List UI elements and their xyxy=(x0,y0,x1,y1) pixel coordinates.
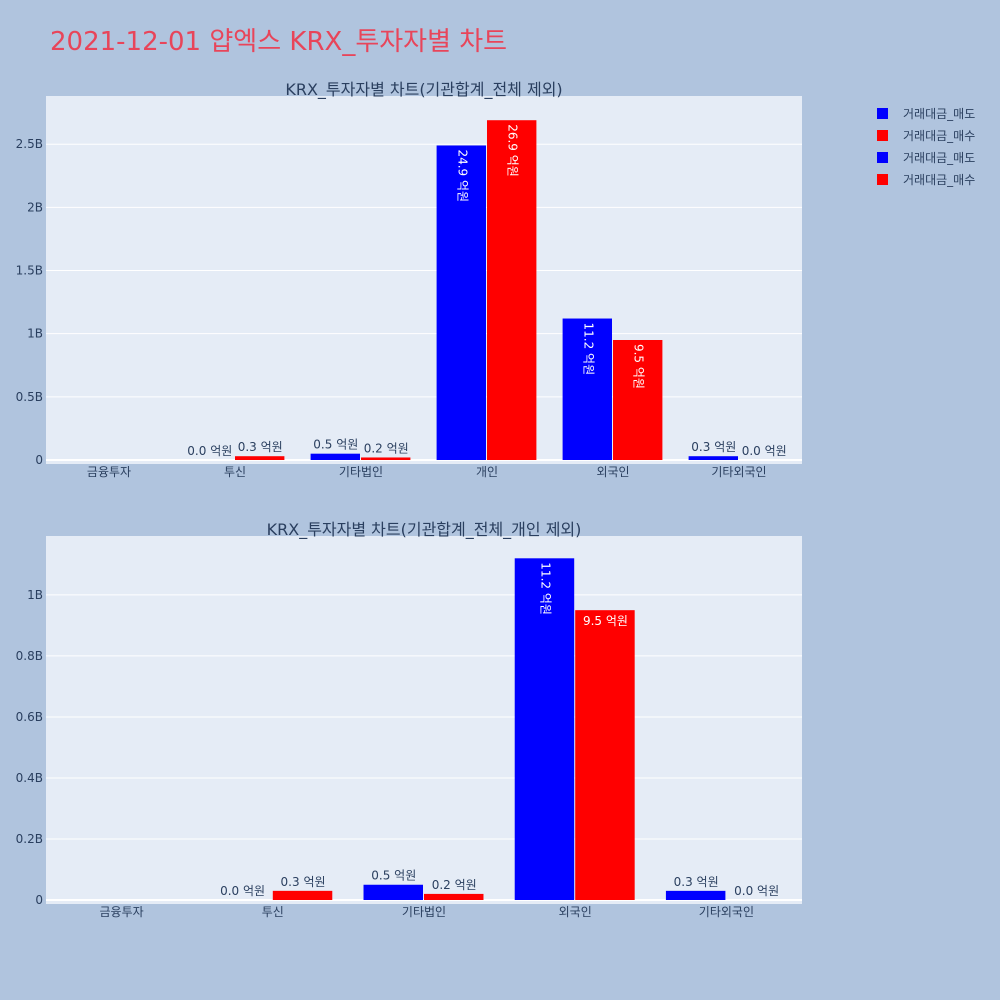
legend-item-label[interactable]: 거래대금_매수 xyxy=(903,173,975,187)
bar-sell[interactable] xyxy=(436,145,486,460)
x-tick-label: 외국인 xyxy=(559,905,592,919)
bar-value-label: 0.3 억원 xyxy=(238,440,283,454)
plot-area xyxy=(46,536,802,904)
y-tick-label: 0 xyxy=(35,893,43,907)
bar-value-label: 24.9 억원 xyxy=(455,149,469,202)
x-tick-label: 금융투자 xyxy=(87,465,131,479)
y-tick-label: 1B xyxy=(27,327,43,341)
bar-value-label: 26.9 억원 xyxy=(506,124,520,177)
bar-buy[interactable] xyxy=(272,890,333,900)
bar-buy[interactable] xyxy=(235,456,285,460)
bar-value-label: 0.5 억원 xyxy=(371,869,416,883)
legend-swatch xyxy=(877,108,888,119)
y-tick-label: 2B xyxy=(27,200,43,214)
legend-swatch xyxy=(877,174,888,185)
legend-item-label[interactable]: 거래대금_매도 xyxy=(903,107,975,121)
chart-top: KRX_투자자별 차트(기관합계_전체 제외) 0 0.5B 1B 1.5B 2B 2.5B… xyxy=(16,80,802,479)
y-tick-label: 1.5B xyxy=(16,264,43,278)
y-tick-label: 0.6B xyxy=(16,710,43,724)
legend-swatch xyxy=(877,152,888,163)
legend-swatch xyxy=(877,130,888,141)
chart-bottom: KRX_투자자별 차트(기관합계_전체_개인 제외) 0 0.2B 0.4B 0.6B 0… xyxy=(16,520,802,919)
bar-value-label: 0.2 억원 xyxy=(364,441,409,455)
y-tick-label: 0.2B xyxy=(16,832,43,846)
bar-buy[interactable] xyxy=(361,457,411,460)
x-tick-label: 외국인 xyxy=(596,465,629,479)
bar-sell[interactable] xyxy=(665,890,726,900)
bar-value-label: 0.0 억원 xyxy=(187,444,232,458)
y-tick-label: 1B xyxy=(27,588,43,602)
x-tick-label: 기타법인 xyxy=(339,465,383,479)
x-tick-label: 기타외국인 xyxy=(711,465,766,479)
bar-sell[interactable] xyxy=(363,884,423,900)
chart-title: KRX_투자자별 차트(기관합계_전체_개인 제외) xyxy=(267,520,582,540)
x-tick-label: 개인 xyxy=(476,465,498,479)
bar-value-label: 11.2 억원 xyxy=(538,562,552,615)
bar-value-label: 11.2 억원 xyxy=(581,323,595,376)
x-tick-label: 투신 xyxy=(224,465,246,479)
y-tick-label: 0.4B xyxy=(16,771,43,785)
y-tick-label: 0.5B xyxy=(16,390,43,404)
x-tick-label: 금융투자 xyxy=(100,905,144,919)
bar-value-label: 0.0 억원 xyxy=(742,444,787,458)
x-tick-label: 기타외국인 xyxy=(699,905,754,919)
legend-item-label[interactable]: 거래대금_매도 xyxy=(903,151,975,165)
main-title: 2021-12-01 얍엑스 KRX_투자자별 차트 xyxy=(50,27,507,57)
bar-sell[interactable] xyxy=(310,453,360,460)
x-tick-label: 기타법인 xyxy=(402,905,446,919)
y-tick-label: 2.5B xyxy=(16,137,43,151)
bar-value-label: 0.0 억원 xyxy=(220,884,265,898)
bar-value-label: 9.5 억원 xyxy=(632,344,646,389)
legend-item-label[interactable]: 거래대금_매수 xyxy=(903,129,975,143)
bar-value-label: 0.0 억원 xyxy=(734,884,779,898)
chart-title: KRX_투자자별 차트(기관합계_전체 제외) xyxy=(285,80,562,100)
bar-value-label: 0.3 억원 xyxy=(674,875,719,889)
bar-value-label: 9.5 억원 xyxy=(583,614,628,628)
bar-sell[interactable] xyxy=(688,456,738,460)
bar-value-label: 0.3 억원 xyxy=(281,875,326,889)
y-tick-label: 0 xyxy=(35,453,43,467)
bar-sell[interactable] xyxy=(514,558,575,900)
bar-buy[interactable] xyxy=(613,340,663,460)
bar-buy[interactable] xyxy=(424,893,484,900)
bar-buy[interactable] xyxy=(575,610,635,900)
bar-value-label: 0.3 억원 xyxy=(691,440,736,454)
y-tick-label: 0.8B xyxy=(16,649,43,663)
bar-value-label: 0.5 억원 xyxy=(313,438,358,452)
bar-buy[interactable] xyxy=(487,120,537,461)
bar-value-label: 0.2 억원 xyxy=(432,878,477,892)
plot-area xyxy=(46,96,802,464)
bar-sell[interactable] xyxy=(562,318,612,460)
x-tick-label: 투신 xyxy=(262,905,284,919)
